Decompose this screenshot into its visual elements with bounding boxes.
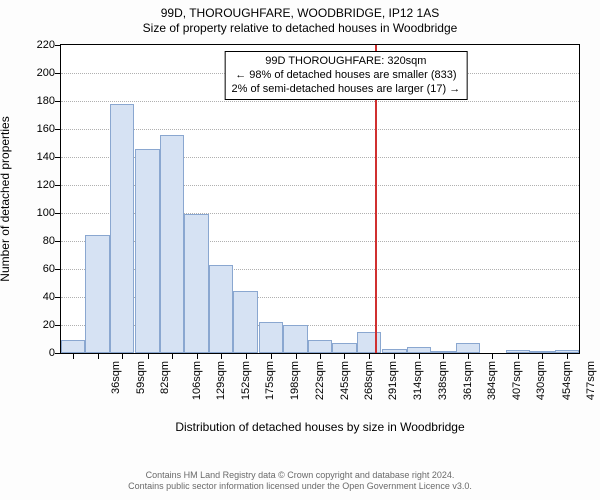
y-axis-label: Number of detached properties	[0, 116, 12, 281]
y-tick-label: 180	[37, 95, 61, 107]
y-tick-label: 80	[43, 235, 61, 247]
x-tick-mark	[443, 353, 444, 359]
y-tick-label: 120	[37, 179, 61, 191]
x-tick-label: 59sqm	[135, 361, 147, 394]
y-tick-label: 60	[43, 263, 61, 275]
x-tick-mark	[148, 353, 149, 359]
x-tick-mark	[122, 353, 123, 359]
annotation-line: 99D THOROUGHFARE: 320sqm	[232, 55, 461, 69]
y-tick-label: 220	[37, 39, 61, 51]
histogram-bar	[135, 149, 159, 353]
x-tick-label: 129sqm	[215, 361, 227, 400]
histogram-bar	[160, 135, 184, 353]
y-tick-label: 160	[37, 123, 61, 135]
histogram-bar	[555, 350, 579, 353]
x-tick-mark	[394, 353, 395, 359]
x-tick-label: 291sqm	[388, 361, 400, 400]
histogram-bar	[530, 351, 554, 353]
histogram-bar	[283, 325, 307, 353]
footer-attribution: Contains HM Land Registry data © Crown c…	[0, 470, 600, 493]
histogram-bar	[308, 340, 332, 353]
x-tick-mark	[492, 353, 493, 359]
x-tick-label: 384sqm	[487, 361, 499, 400]
x-tick-label: 430sqm	[535, 361, 547, 400]
x-tick-mark	[369, 353, 370, 359]
x-tick-label: 361sqm	[462, 361, 474, 400]
x-tick-mark	[468, 353, 469, 359]
x-tick-mark	[542, 353, 543, 359]
y-tick-label: 0	[49, 347, 61, 359]
x-tick-label: 338sqm	[438, 361, 450, 400]
histogram-bar	[110, 104, 134, 353]
histogram-bar	[456, 343, 480, 353]
x-tick-mark	[221, 353, 222, 359]
x-tick-label: 454sqm	[561, 361, 573, 400]
histogram-bar	[259, 322, 283, 353]
histogram-bar	[407, 347, 431, 353]
footer-line-2: Contains public sector information licen…	[0, 481, 600, 492]
x-tick-label: 198sqm	[289, 361, 301, 400]
histogram-bar	[506, 350, 530, 353]
x-tick-mark	[172, 353, 173, 359]
histogram-bar	[382, 349, 406, 353]
x-tick-label: 152sqm	[240, 361, 252, 400]
histogram-bar	[61, 340, 85, 353]
x-tick-mark	[98, 353, 99, 359]
x-tick-label: 82sqm	[159, 361, 171, 394]
x-tick-mark	[344, 353, 345, 359]
x-tick-label: 175sqm	[264, 361, 276, 400]
x-tick-mark	[197, 353, 198, 359]
x-tick-mark	[296, 353, 297, 359]
chart-titles: 99D, THOROUGHFARE, WOODBRIDGE, IP12 1AS …	[0, 0, 600, 36]
x-tick-mark	[73, 353, 74, 359]
gridline	[61, 101, 579, 102]
y-tick-label: 200	[37, 67, 61, 79]
x-tick-mark	[320, 353, 321, 359]
x-tick-label: 222sqm	[314, 361, 326, 400]
plot-area: 02040608010012014016018020022036sqm59sqm…	[60, 44, 580, 354]
y-tick-label: 100	[37, 207, 61, 219]
histogram-bar	[85, 235, 109, 353]
y-tick-label: 40	[43, 291, 61, 303]
x-axis-label: Distribution of detached houses by size …	[175, 420, 464, 434]
chart-wrap: Number of detached properties 0204060801…	[0, 38, 600, 448]
histogram-bar	[357, 332, 381, 353]
x-tick-label: 268sqm	[363, 361, 375, 400]
x-tick-label: 106sqm	[191, 361, 203, 400]
x-tick-label: 407sqm	[511, 361, 523, 400]
histogram-bar	[233, 291, 257, 353]
x-tick-mark	[271, 353, 272, 359]
histogram-bar	[209, 265, 233, 353]
gridline	[61, 129, 579, 130]
x-tick-label: 477sqm	[585, 361, 597, 400]
title-line-1: 99D, THOROUGHFARE, WOODBRIDGE, IP12 1AS	[0, 6, 600, 21]
annotation-line: ← 98% of detached houses are smaller (83…	[232, 69, 461, 83]
footer-line-1: Contains HM Land Registry data © Crown c…	[0, 470, 600, 481]
x-tick-mark	[567, 353, 568, 359]
title-line-2: Size of property relative to detached ho…	[0, 21, 600, 36]
annotation-line: 2% of semi-detached houses are larger (1…	[232, 83, 461, 97]
x-tick-mark	[518, 353, 519, 359]
annotation-box: 99D THOROUGHFARE: 320sqm← 98% of detache…	[225, 51, 468, 100]
x-tick-mark	[246, 353, 247, 359]
x-tick-label: 314sqm	[412, 361, 424, 400]
histogram-bar	[332, 343, 356, 353]
y-tick-label: 20	[43, 319, 61, 331]
x-tick-mark	[419, 353, 420, 359]
x-tick-label: 245sqm	[339, 361, 351, 400]
histogram-bar	[431, 351, 455, 353]
histogram-bar	[184, 214, 208, 353]
x-tick-label: 36sqm	[110, 361, 122, 394]
y-tick-label: 140	[37, 151, 61, 163]
